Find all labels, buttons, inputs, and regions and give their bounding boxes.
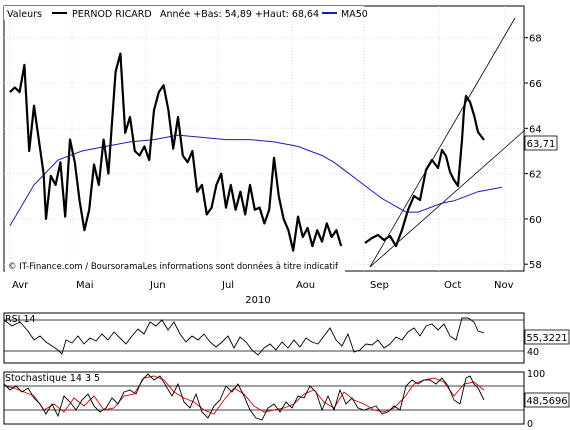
month-tick-label: Sep — [370, 280, 389, 291]
price-y-axis: 58 60 62 64 66 68 — [4, 34, 542, 271]
trend-line-upper — [369, 17, 516, 268]
month-tick-label: Nov — [494, 280, 514, 291]
rsi-series-line — [3, 317, 485, 356]
price-panel-frame — [3, 5, 525, 272]
watermark-box — [5, 260, 345, 272]
month-tick-label: Oct — [444, 280, 461, 291]
header-ma-label: MA50 — [341, 9, 368, 20]
price-series-line — [9, 52, 343, 252]
rsi-title: RSI 14 — [5, 314, 36, 325]
x-axis-year-label: 2010 — [245, 295, 270, 306]
header-label-prefix: Valeurs — [7, 9, 42, 20]
month-tick-label: Avr — [12, 280, 29, 291]
stoch-tick-0: 0 — [527, 419, 533, 430]
watermark-text: © IT-Finance.com / BoursoramaLes informa… — [8, 261, 339, 272]
month-tick-label: Jun — [149, 280, 166, 291]
rsi-panel-frame — [3, 312, 525, 364]
header-legend-box — [4, 6, 364, 20]
rsi-last-value: 55,3221 — [526, 333, 567, 344]
rsi-tick-40: 40 — [527, 347, 539, 358]
price-tick-label: 66 — [529, 79, 542, 90]
stoch-tick-100: 100 — [527, 369, 545, 380]
month-tick-label: Jul — [221, 280, 234, 291]
price-tick-label: 68 — [529, 34, 542, 45]
price-tick-label: 62 — [529, 170, 542, 181]
price-last-value: 63,71 — [527, 139, 556, 150]
stoch-last-value-box — [524, 392, 570, 408]
price-last-value-box — [524, 135, 558, 151]
stoch-title: Stochastique 14 3 5 — [5, 373, 100, 384]
month-axis: Avr Mai Jun Jul Aou Sep Oct Nov — [12, 280, 514, 291]
price-series-line-recent — [364, 94, 485, 248]
stoch-last-value: 48,5696 — [526, 396, 567, 407]
rsi-last-value-box — [524, 329, 570, 345]
header-security-name: PERNOD RICARD — [72, 9, 152, 20]
stoch-signal-line — [3, 375, 485, 415]
price-tick-label: 60 — [529, 215, 542, 226]
price-tick-label: 64 — [529, 124, 542, 135]
price-tick-label: 58 — [529, 260, 542, 271]
header-year-info: Année +Bas: 54,89 +Haut: 68,64 — [160, 9, 319, 20]
month-tick-label: Mai — [76, 280, 94, 291]
ma50-series-line — [9, 134, 503, 226]
stoch-panel-frame — [3, 371, 525, 425]
month-tick-label: Aou — [296, 280, 315, 291]
stoch-k-line — [3, 373, 485, 421]
